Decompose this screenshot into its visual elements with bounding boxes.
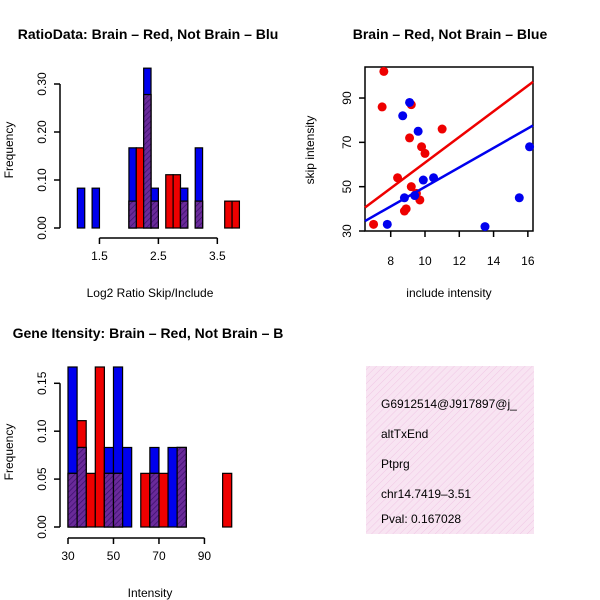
- ratio-x-tick-label: 1.5: [91, 249, 108, 263]
- scatter-point-brain: [377, 102, 387, 112]
- scatter-y-tick-label: 50: [340, 180, 354, 194]
- intensity-bar-brain: [94, 366, 105, 528]
- scatter-x-tick-label: 16: [521, 254, 535, 268]
- scatter-x-tick-label: 14: [487, 254, 501, 268]
- scatter-point-brain: [420, 148, 430, 158]
- info-event-id: G6912514@J917897@j_: [381, 397, 517, 411]
- info-event-type: altTxEnd: [381, 427, 428, 441]
- scatter-y-axis: 30 50 70 90: [340, 91, 365, 238]
- intensity-y-tick-label: 0.05: [35, 467, 49, 491]
- intensity-bar-overlap: [67, 472, 78, 528]
- scatter-point-brain: [417, 142, 427, 152]
- ratio-y-tick-label: 0.30: [35, 72, 49, 96]
- scatter-x-tick-label: 10: [418, 254, 432, 268]
- info-pval: Pval: 0.167028: [381, 512, 461, 526]
- intensity-y-axis-label: Frequency: [2, 424, 16, 481]
- ratio-bar-brain: [231, 200, 241, 229]
- ratio-y-tick-label: 0.10: [35, 168, 49, 192]
- scatter-y-tick-label: 30: [340, 224, 354, 238]
- scatter-point-not-brain: [405, 97, 415, 107]
- intensity-x-tick-label: 90: [198, 549, 212, 563]
- intensity-bar-overlap: [103, 472, 115, 528]
- ratio-x-axis-label: Log2 Ratio Skip/Include: [87, 286, 214, 300]
- info-panel: G6912514@J917897@j_ altTxEnd Ptprg chr14…: [366, 366, 534, 534]
- intensity-bar-overlap: [176, 446, 187, 528]
- ratio-y-tick-label: 0.20: [35, 120, 49, 144]
- intensity-chart-title: Gene Itensity: Brain – Red, Not Brain – …: [13, 325, 284, 341]
- ratio-x-tick-label: 3.5: [209, 249, 226, 263]
- scatter-point-not-brain: [480, 222, 490, 232]
- scatter-point-brain: [369, 219, 379, 229]
- scatter-x-tick-label: 8: [387, 254, 394, 268]
- intensity-y-tick-label: 0.00: [35, 515, 49, 539]
- ratio-overlap-bars: [128, 93, 204, 229]
- scatter-fit-line-not-brain: [364, 124, 534, 223]
- scatter-fit-line-brain: [364, 80, 534, 209]
- scatter-chart-title: Brain – Red, Not Brain – Blue: [353, 26, 548, 42]
- intensity-bar-brain: [158, 472, 169, 528]
- scatter-x-axis: 8 10 12 14 16: [387, 231, 535, 268]
- scatter-point-not-brain: [418, 175, 428, 185]
- ratio-bar-brain: [165, 174, 174, 229]
- ratio-bar-overlap: [194, 200, 204, 229]
- ratio-bar-brain: [224, 200, 233, 229]
- intensity-y-axis: 0.00 0.05 0.10 0.15: [35, 371, 61, 539]
- scatter-point-brain: [405, 133, 415, 143]
- intensity-bar-brain: [85, 472, 96, 528]
- scatter-points: [364, 66, 535, 232]
- ratio-bar-not-brain: [76, 187, 86, 229]
- intensity-overlap-bars: [67, 446, 187, 528]
- ratio-bar-overlap: [128, 200, 137, 229]
- intensity-bar-not-brain: [121, 446, 133, 528]
- intensity-x-tick-label: 70: [152, 549, 166, 563]
- ratio-bar-overlap: [150, 200, 159, 229]
- ratio-bar-overlap: [179, 200, 189, 229]
- intensity-x-axis: 30 50 70 90: [61, 537, 212, 563]
- info-gene-name: Ptprg: [381, 457, 410, 471]
- ratio-y-tick-label: 0.00: [35, 216, 49, 240]
- scatter-point-not-brain: [514, 193, 524, 203]
- scatter-point-not-brain: [398, 111, 408, 121]
- ratio-chart-title: RatioData: Brain – Red, Not Brain – Blu: [18, 26, 279, 42]
- ratio-bar-brain: [172, 174, 182, 229]
- ratio-x-tick-label: 2.5: [150, 249, 167, 263]
- ratio-y-axis-label: Frequency: [2, 122, 16, 179]
- scatter-y-tick-label: 90: [340, 91, 354, 105]
- info-location: chr14.7419–3.51: [381, 487, 471, 501]
- intensity-bar-overlap: [149, 472, 160, 528]
- scatter-point-brain: [437, 124, 447, 134]
- intensity-bar-overlap: [76, 446, 87, 528]
- ratio-bar-overlap: [143, 93, 152, 229]
- ratio-bar-not-brain: [91, 187, 101, 229]
- intensity-bar-not-brain: [167, 446, 178, 528]
- scatter-point-brain: [406, 182, 416, 192]
- intensity-y-tick-label: 0.10: [35, 419, 49, 443]
- intensity-y-tick-label: 0.15: [35, 371, 49, 395]
- ratio-y-axis: 0.00 0.10 0.20 0.30: [35, 72, 61, 240]
- scatter-point-not-brain: [525, 142, 535, 152]
- intensity-bar-brain: [222, 472, 233, 528]
- scatter-point-not-brain: [382, 219, 392, 229]
- scatter-point-brain: [401, 204, 411, 214]
- intensity-x-tick-label: 30: [61, 549, 75, 563]
- ratio-histogram: RatioData: Brain – Red, Not Brain – Blu …: [2, 26, 278, 300]
- intensity-scatter: Brain – Red, Not Brain – Blue include in…: [303, 26, 547, 300]
- scatter-x-tick-label: 12: [453, 254, 467, 268]
- scatter-point-brain: [379, 66, 389, 76]
- scatter-y-tick-label: 70: [340, 135, 354, 149]
- ratio-x-axis: 1.5 2.5 3.5: [91, 237, 226, 263]
- intensity-bar-overlap: [112, 472, 124, 528]
- info-panel-background: [366, 366, 534, 534]
- scatter-x-axis-label: include intensity: [406, 286, 491, 300]
- intensity-bar-brain: [140, 472, 151, 528]
- scatter-y-axis-label: skip intensity: [303, 116, 317, 185]
- intensity-histogram: Gene Itensity: Brain – Red, Not Brain – …: [2, 325, 283, 600]
- scatter-point-not-brain: [413, 126, 423, 136]
- intensity-x-axis-label: Intensity: [128, 586, 173, 600]
- ratio-bar-brain: [135, 147, 145, 229]
- intensity-x-tick-label: 50: [107, 549, 121, 563]
